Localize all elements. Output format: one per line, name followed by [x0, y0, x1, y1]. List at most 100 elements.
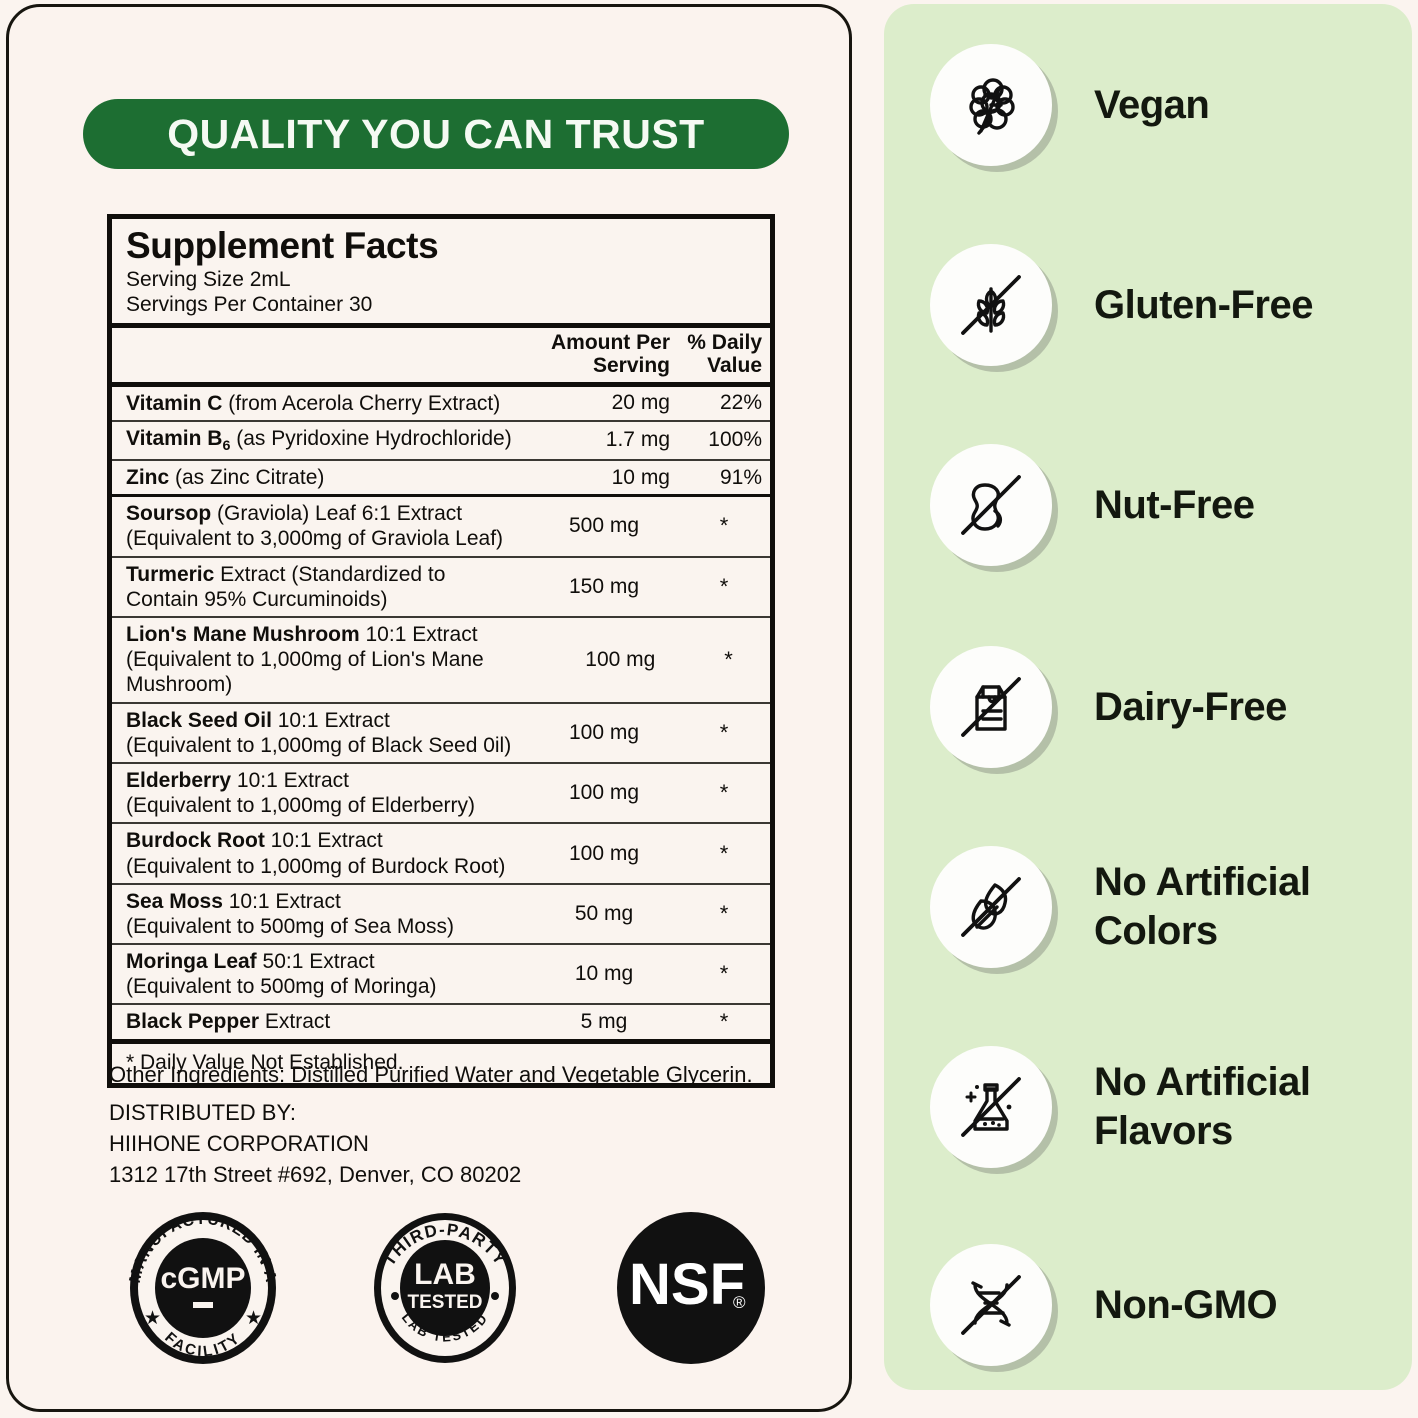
supplement-row-daily-value: *: [724, 646, 733, 672]
blend-rows-group: Soursop (Graviola) Leaf 6:1 Extract (Equi…: [112, 497, 770, 1038]
supplement-row-name: Black Pepper Extract: [126, 1010, 331, 1034]
supplement-row-daily-value: *: [719, 1009, 729, 1035]
supplement-facts-title: Supplement Facts: [126, 225, 439, 266]
supplement-row-daily-value: 22%: [719, 391, 762, 415]
supplement-row-name: Black Seed Oil 10:1 Extract (Equivalent t…: [126, 708, 512, 757]
supplement-row-amount: 20 mg: [611, 391, 670, 415]
supplement-row: Burdock Root 10:1 Extract (Equivalent to …: [112, 824, 770, 882]
badge-label: Dairy-Free: [1094, 684, 1287, 729]
quality-banner: QUALITY YOU CAN TRUST: [83, 99, 789, 169]
supplement-row-amount: 5 mg: [580, 1010, 628, 1034]
supplement-row-name: Sea Moss 10:1 Extract (Equivalent to 500m…: [126, 889, 455, 938]
supplement-row-daily-value: *: [719, 961, 729, 987]
dietary-badge-gluten-free: Gluten-Free: [930, 244, 1313, 366]
left-info-card: QUALITY YOU CAN TRUST Supplement Facts S…: [6, 4, 852, 1412]
leafy-green-icon: [955, 69, 1027, 141]
badge-icon-circle: [930, 846, 1052, 968]
peanut-crossed-icon: [955, 469, 1027, 541]
supplement-row-name: Vitamin B6 (as Pyridoxine Hydrochloride): [126, 426, 512, 454]
supplement-row-daily-value: *: [719, 840, 729, 866]
nsf-seal: NSF ®: [607, 1212, 775, 1364]
svg-text:LAB: LAB: [414, 1258, 476, 1291]
badge-icon-circle: [930, 444, 1052, 566]
divider-thin: [112, 761, 770, 764]
divider-thin: [112, 555, 770, 558]
supplement-row: Sea Moss 10:1 Extract (Equivalent to 500m…: [112, 885, 770, 943]
supplement-row-name: Moringa Leaf 50:1 Extract (Equivalent to …: [126, 950, 437, 999]
dietary-badge-dairy-free: Dairy-Free: [930, 646, 1287, 768]
column-header-dv-line1: % Daily: [687, 331, 762, 355]
table-column-header: Amount Per Serving % Daily Value: [112, 328, 770, 381]
badge-label: No Artificial Colors: [1094, 860, 1311, 953]
supplement-row-name: Turmeric Extract (Standardized to Contain…: [126, 562, 446, 611]
supplement-row-daily-value: 100%: [708, 428, 762, 452]
divider-med: [112, 494, 770, 498]
supplement-row: Zinc (as Zinc Citrate) 10 mg 91%: [112, 461, 770, 494]
divider-thin: [112, 419, 770, 422]
column-header-amount: Amount Per Serving: [530, 331, 678, 377]
supplement-row-daily-value: 91%: [719, 465, 762, 489]
badge-icon-circle: [930, 244, 1052, 366]
svg-text:NSF: NSF: [629, 1252, 745, 1317]
supplement-row: Elderberry 10:1 Extract (Equivalent to 1,…: [112, 764, 770, 822]
divider-thin: [112, 882, 770, 885]
badge-label: Gluten-Free: [1094, 282, 1313, 327]
column-header-daily-value: % Daily Value: [678, 331, 770, 377]
distributor-address: 1312 17th Street #692, Denver, CO 80202: [109, 1162, 522, 1188]
distributor-company: HIIHONE CORPORATION: [109, 1131, 369, 1157]
supplement-row-daily-value: *: [719, 573, 729, 599]
supplement-row-name: Elderberry 10:1 Extract (Equivalent to 1,…: [126, 768, 476, 818]
quality-banner-text: QUALITY YOU CAN TRUST: [167, 110, 705, 157]
badge-icon-circle: [930, 646, 1052, 768]
badge-label: Non-GMO: [1094, 1282, 1278, 1327]
supplement-row-amount: 10 mg: [611, 465, 670, 489]
vitamin-rows-group: Vitamin C (from Acerola Cherry Extract) 2…: [112, 387, 770, 495]
column-header-dv-line2: Value: [707, 354, 762, 378]
badge-icon-circle: [930, 44, 1052, 166]
dietary-badges-panel: Vegan Gluten-Free Nut-Free Dairy-Free No Art…: [884, 4, 1412, 1390]
supplement-row: Lion's Mane Mushroom 10:1 Extract (Equiva…: [112, 618, 770, 702]
divider-thin: [112, 701, 770, 704]
daily-value-footnote: * Daily Value Not Established.: [126, 1050, 404, 1074]
supplement-facts-panel: Supplement Facts Serving Size 2mL Servin…: [107, 214, 775, 1088]
distributed-by-label: DISTRIBUTED BY:: [109, 1100, 297, 1125]
supplement-row-name: Soursop (Graviola) Leaf 6:1 Extract (Equi…: [126, 502, 504, 551]
supplement-row: Soursop (Graviola) Leaf 6:1 Extract (Equi…: [112, 497, 770, 555]
supplement-row-amount: 150 mg: [568, 574, 640, 598]
third-party-lab-tested-seal: THIRD-PARTY LAB TESTED LAB TESTED: [361, 1212, 529, 1364]
supplement-row: Turmeric Extract (Standardized to Contain…: [112, 558, 770, 616]
column-header-amount-line1: Amount Per: [550, 331, 670, 355]
cgmp-seal: MANUFACTURED IN A FACILITY cGMP ★ ★: [119, 1212, 287, 1364]
leaf-drop-crossed-icon: [955, 871, 1027, 943]
supplement-row-amount: 10 mg: [574, 962, 634, 986]
svg-text:★: ★: [245, 1308, 262, 1329]
badge-label: No Artificial Flavors: [1094, 1060, 1311, 1153]
supplement-row: Black Seed Oil 10:1 Extract (Equivalent t…: [112, 704, 770, 762]
supplement-row-name: Zinc (as Zinc Citrate): [126, 466, 325, 490]
supplement-row-amount: 1.7 mg: [605, 428, 670, 452]
divider-thin: [112, 1003, 770, 1006]
other-ingredients: Other Ingredients: Distilled Purified Wa…: [109, 1062, 753, 1087]
divider-thick: [112, 1038, 770, 1044]
column-header-amount-line2: Serving: [592, 354, 670, 378]
svg-text:®: ®: [733, 1293, 746, 1312]
supplement-row-amount: 100 mg: [568, 841, 640, 865]
wheat-crossed-icon: [955, 269, 1027, 341]
dietary-badge-vegan: Vegan: [930, 44, 1210, 166]
svg-text:TESTED: TESTED: [408, 1292, 483, 1313]
supplement-row-daily-value: *: [719, 513, 729, 539]
distributor-block: DISTRIBUTED BY: HIIHONE CORPORATION 1312…: [109, 1097, 799, 1191]
dietary-badge-nut-free: Nut-Free: [930, 444, 1255, 566]
dietary-badge-no-artificial-flavors: No Artificial Flavors: [930, 1046, 1404, 1168]
supplement-row-daily-value: *: [719, 719, 729, 745]
flask-crossed-icon: [955, 1071, 1027, 1143]
svg-text:★: ★: [144, 1308, 161, 1329]
divider-thin: [112, 822, 770, 825]
badge-icon-circle: [930, 1244, 1052, 1366]
servings-per-container: Servings Per Container 30: [126, 292, 373, 316]
supplement-row-name: Burdock Root 10:1 Extract (Equivalent to …: [126, 829, 506, 878]
badge-icon-circle: [930, 1046, 1052, 1168]
certification-seals: MANUFACTURED IN A FACILITY cGMP ★ ★: [109, 1212, 789, 1372]
supplement-row: Vitamin C (from Acerola Cherry Extract) 2…: [112, 387, 770, 420]
dna-crossed-icon: [955, 1269, 1027, 1341]
